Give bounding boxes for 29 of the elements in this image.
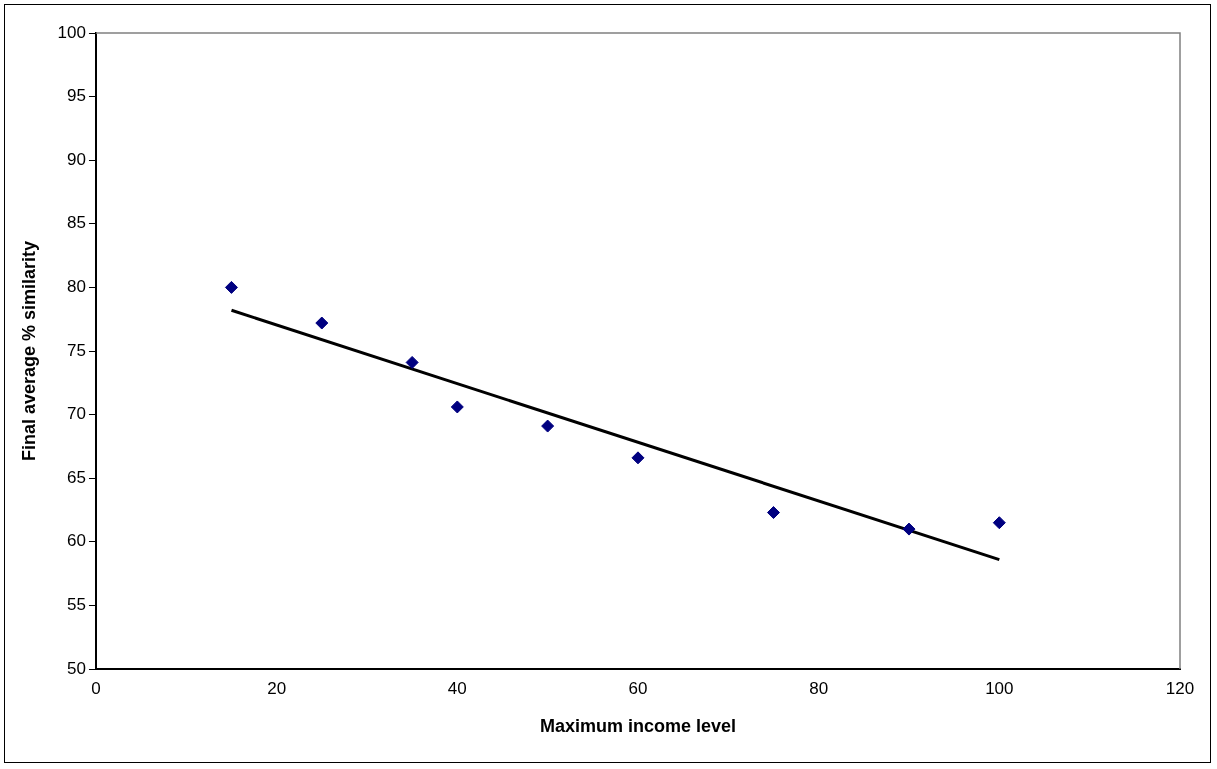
y-axis-title: Final average % similarity [18, 240, 39, 462]
y-tick-label: 100 [57, 22, 86, 42]
y-tick-label: 80 [67, 277, 86, 297]
y-tick-label: 90 [67, 149, 86, 169]
x-tick-label: 0 [91, 678, 101, 698]
point [766, 506, 780, 520]
y-tick-label: 70 [67, 404, 86, 424]
x-axis-title: Maximum income level [539, 716, 737, 737]
x-tick-label: 60 [628, 678, 648, 698]
y-tick-label: 95 [67, 86, 86, 106]
point [224, 280, 238, 294]
point [902, 522, 916, 536]
point [315, 316, 329, 330]
y-tick-label: 55 [67, 595, 86, 615]
point [541, 419, 555, 433]
x-tick-label: 80 [809, 678, 829, 698]
point [631, 451, 645, 465]
y-tick-label: 85 [67, 213, 86, 233]
y-tick-label: 75 [67, 340, 86, 360]
y-tick-label: 60 [67, 531, 86, 551]
point [405, 355, 419, 369]
point [450, 400, 464, 414]
y-tick-label: 50 [67, 658, 86, 678]
y-tick-label: 65 [67, 467, 86, 487]
x-tick-label: 40 [447, 678, 467, 698]
point [992, 516, 1006, 530]
x-tick-label: 120 [1165, 678, 1195, 698]
x-tick-label: 20 [267, 678, 287, 698]
x-tick-label: 100 [985, 678, 1014, 698]
